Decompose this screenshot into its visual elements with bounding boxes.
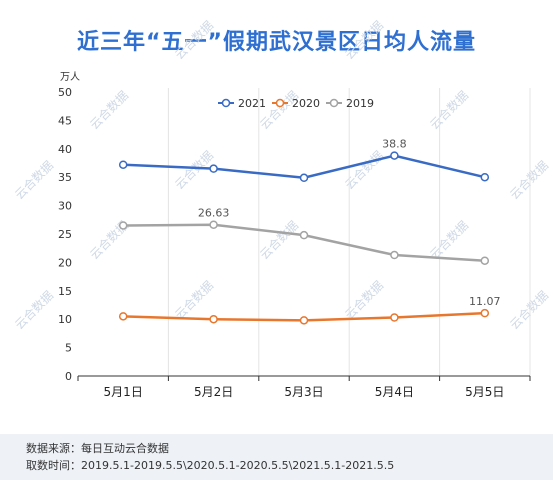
data-point — [299, 316, 309, 325]
data-point — [118, 221, 128, 230]
y-tick-label: 50 — [58, 86, 72, 99]
y-tick-label: 25 — [58, 228, 72, 241]
watermark-text: 云合数据 — [87, 88, 132, 133]
data-point — [390, 250, 399, 260]
y-axis: 0 5 10 15 20 25 30 35 40 45 50 — [58, 86, 72, 383]
watermark-text: 云合数据 — [342, 148, 387, 193]
data-point — [390, 313, 399, 322]
data-label: 26.63 — [198, 207, 230, 220]
watermark-text: 云合数据 — [427, 88, 472, 133]
watermark-text: 云合数据 — [342, 18, 387, 63]
watermark-text: 云合数据 — [342, 278, 387, 323]
data-point — [390, 151, 399, 160]
legend-marker — [221, 98, 231, 108]
series-layer: 38.8 11.07 26.63 — [118, 138, 501, 325]
data-point — [480, 172, 490, 182]
y-tick-label: 10 — [58, 313, 72, 326]
x-tick-label: 5月3日 — [284, 385, 323, 399]
y-tick-label: 30 — [58, 200, 72, 213]
y-tick-label: 0 — [65, 370, 72, 383]
watermark-text: 云合数据 — [172, 148, 217, 193]
data-point — [209, 314, 218, 324]
x-tick-label: 5月5日 — [465, 385, 504, 399]
x-tick-label: 5月2日 — [194, 385, 233, 399]
chart-legend: 2021 2020 2019 — [218, 97, 374, 110]
source-text: 数据来源：每日互动云合数据 — [26, 442, 169, 455]
data-point — [480, 256, 490, 265]
watermark-text: 云合数据 — [12, 288, 57, 333]
legend-marker — [275, 98, 285, 108]
y-tick-label: 35 — [58, 171, 72, 184]
y-tick-label: 45 — [58, 114, 72, 127]
legend-label: 2020 — [292, 97, 320, 110]
line-chart: 云合数据云合数据云合数据云合数据云合数据云合数据云合数据云合数据云合数据云合数据… — [12, 18, 552, 399]
footer-source: 数据来源：每日互动云合数据 取数时间：2019.5.1-2019.5.5\202… — [0, 434, 553, 480]
y-tick-label: 40 — [58, 143, 72, 156]
data-point — [209, 220, 218, 229]
x-tick-label: 5月1日 — [104, 385, 143, 399]
watermark-text: 云合数据 — [172, 278, 217, 323]
data-point — [118, 160, 128, 169]
data-label: 11.07 — [469, 295, 501, 308]
data-label: 38.8 — [382, 138, 407, 151]
watermark-text: 云合数据 — [507, 288, 552, 333]
x-tick-label: 5月4日 — [375, 385, 414, 399]
data-point — [118, 312, 128, 321]
watermark-text: 云合数据 — [507, 158, 552, 203]
legend-marker — [329, 98, 339, 108]
data-point — [209, 164, 218, 173]
x-axis: 5月1日 5月2日 5月3日 5月4日 5月5日 — [77, 375, 531, 399]
y-tick-label: 5 — [65, 342, 72, 355]
legend-label: 2021 — [238, 97, 266, 110]
y-tick-label: 15 — [58, 285, 72, 298]
legend-label: 2019 — [346, 97, 374, 110]
watermark-text: 云合数据 — [257, 218, 302, 263]
chart-title: 近三年“五一”假期武汉景区日均人流量 — [77, 30, 476, 55]
watermark-text: 云合数据 — [172, 18, 217, 63]
y-tick-label: 20 — [58, 256, 72, 269]
data-point — [299, 230, 309, 240]
y-unit-label: 万人 — [60, 72, 80, 83]
watermark-text: 云合数据 — [427, 218, 472, 263]
data-point — [480, 308, 490, 318]
data-point — [299, 173, 309, 183]
watermark-text: 云合数据 — [12, 158, 57, 203]
grid-lines — [167, 88, 531, 376]
period-text: 取数时间：2019.5.1-2019.5.5\2020.5.1-2020.5.5… — [26, 459, 395, 472]
